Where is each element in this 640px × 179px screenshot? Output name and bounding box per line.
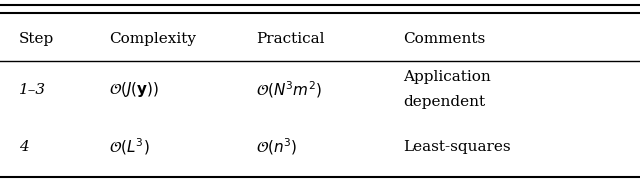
Text: $\mathcal{O}(L^3)$: $\mathcal{O}(L^3)$ [109,136,150,157]
Text: $\mathcal{O}(N^3m^2)$: $\mathcal{O}(N^3m^2)$ [256,79,323,100]
Text: $\mathcal{O}(J(\mathbf{y}))$: $\mathcal{O}(J(\mathbf{y}))$ [109,80,159,99]
Text: Complexity: Complexity [109,32,196,46]
Text: Least-squares: Least-squares [403,140,511,154]
Text: Comments: Comments [403,32,486,46]
Text: 1–3: 1–3 [19,83,46,96]
Text: Application: Application [403,70,491,84]
Text: Practical: Practical [256,32,324,46]
Text: dependent: dependent [403,95,485,109]
Text: 4: 4 [19,140,29,154]
Text: $\mathcal{O}(n^3)$: $\mathcal{O}(n^3)$ [256,136,298,157]
Text: Step: Step [19,32,54,46]
